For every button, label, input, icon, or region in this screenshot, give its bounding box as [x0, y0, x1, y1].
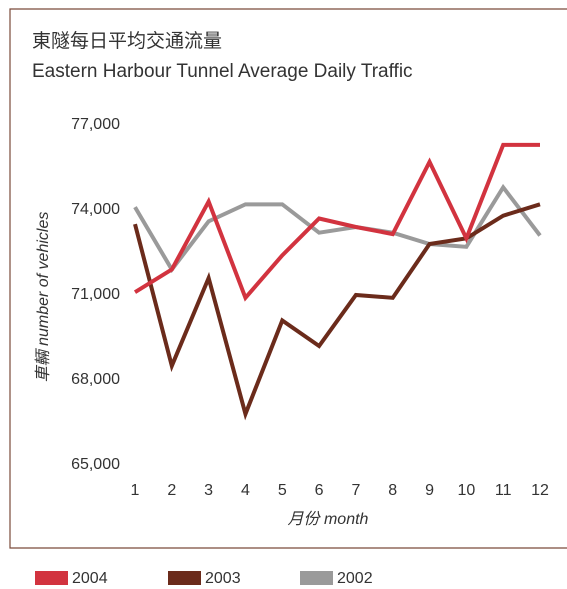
x-tick-label: 9	[425, 482, 434, 499]
legend-label: 2004	[72, 570, 108, 587]
legend-swatch	[300, 571, 333, 585]
frame	[9, 8, 567, 549]
x-tick-label: 5	[278, 482, 287, 499]
x-tick-label: 8	[388, 482, 397, 499]
y-tick-label: 68,000	[71, 371, 120, 388]
y-axis-label: 車輛 number of vehicles	[34, 212, 52, 383]
y-tick-label: 65,000	[71, 456, 120, 473]
chart-title: 東隧每日平均交通流量	[32, 30, 222, 52]
legend-swatch	[35, 571, 68, 585]
x-tick-label: 1	[131, 482, 140, 499]
x-tick-label: 6	[315, 482, 324, 499]
y-tick-label: 74,000	[71, 201, 120, 218]
series-line	[133, 183, 542, 274]
x-tick-label: 2	[167, 482, 176, 499]
y-tick-label: 71,000	[71, 286, 120, 303]
legend-label: 2003	[205, 570, 241, 587]
x-tick-label: 3	[204, 482, 213, 499]
series-line	[133, 202, 541, 421]
x-tick-label: 12	[531, 482, 549, 499]
legend-swatch	[168, 571, 201, 585]
y-tick-label: 77,000	[71, 116, 120, 133]
legend-label: 2002	[337, 570, 373, 587]
x-tick-label: 7	[351, 482, 360, 499]
series-line	[133, 142, 540, 302]
x-tick-label: 4	[241, 482, 250, 499]
x-tick-label: 10	[457, 482, 475, 499]
chart-subtitle: Eastern Harbour Tunnel Average Daily Tra…	[32, 61, 413, 82]
x-axis-label: 月份 month	[288, 510, 369, 528]
x-tick-label: 11	[495, 482, 512, 499]
